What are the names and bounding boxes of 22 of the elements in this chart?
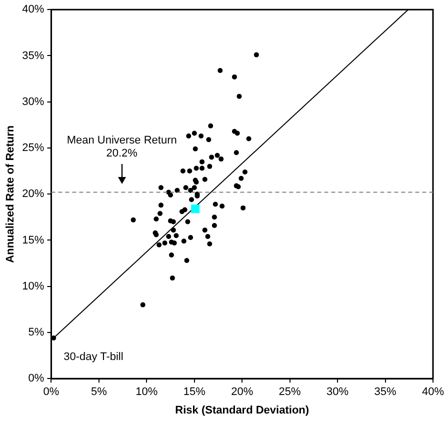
y-tick-label: 20% <box>22 188 44 200</box>
x-tick-label: 0% <box>43 386 60 398</box>
y-tick-label: 0% <box>28 372 44 385</box>
y-tick-label: 40% <box>22 4 44 16</box>
y-tick-label: 10% <box>22 280 44 292</box>
ref-line-label: Mean Universe Return 20.2% <box>66 134 177 160</box>
x-tick-label: 5% <box>90 386 108 398</box>
y-tick-label: 25% <box>22 142 44 154</box>
x-tick-label: 20% <box>231 386 254 398</box>
y-tick-label: 30% <box>22 96 44 108</box>
x-tick-label: 30% <box>326 386 349 398</box>
x-tick-label: 40% <box>422 386 444 398</box>
y-tick-label: 15% <box>22 234 44 246</box>
y-tick-label: 35% <box>22 50 44 62</box>
y-axis-title: Annualized Rate of Return <box>4 125 17 263</box>
annotation: 30-day T-bill <box>64 351 124 364</box>
x-tick-label: 10% <box>136 386 158 398</box>
x-tick-label: 25% <box>278 386 302 398</box>
x-axis-title: Risk (Standard Deviation) <box>175 404 310 416</box>
y-tick-label: 5% <box>28 326 44 339</box>
x-tick-label: 35% <box>374 386 396 398</box>
x-tick-label: 15% <box>183 386 206 398</box>
